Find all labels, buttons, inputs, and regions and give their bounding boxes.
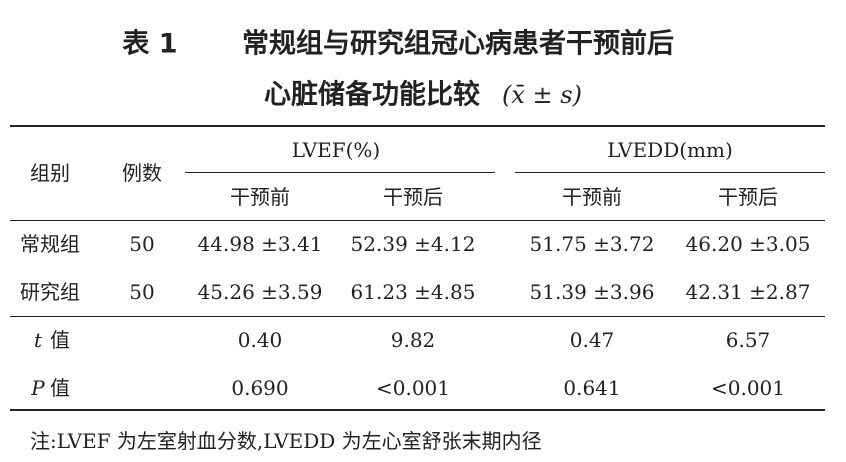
group-rule <box>515 172 825 173</box>
table-cell: 研究组 <box>20 280 80 304</box>
table-cell: <0.001 <box>710 376 786 400</box>
table-label: 表 1 <box>122 28 178 60</box>
header-cell: 干预前 <box>562 185 622 209</box>
table-cell: 50 <box>129 280 155 304</box>
stat-label: 值 <box>50 376 70 400</box>
header-cell: 组别 <box>30 161 70 185</box>
table-cell: 44.98 ±3.41 <box>197 232 323 256</box>
table-cell: 52.39 ±4.12 <box>350 232 476 256</box>
table-cell: 51.75 ±3.72 <box>529 232 655 256</box>
table-cell: 0.40 <box>237 328 283 352</box>
table-cell: 51.39 ±3.96 <box>529 280 655 304</box>
table-cell: 50 <box>129 232 155 256</box>
table-cell: 常规组 <box>20 232 80 256</box>
header-cell: 干预后 <box>718 185 778 209</box>
table-cell: 45.26 ±3.59 <box>197 280 323 304</box>
title-line: 心脏储备功能比较 <box>264 79 480 111</box>
table-cell: 0.47 <box>569 328 615 352</box>
stat-symbol: t <box>33 328 43 352</box>
bottom-rule <box>10 409 825 411</box>
table-cell: 0.690 <box>231 376 289 400</box>
table-cell: 42.31 ±2.87 <box>685 280 811 304</box>
header-cell: 干预前 <box>230 185 290 209</box>
title-line: 常规组与研究组冠心病患者干预前后 <box>242 28 674 60</box>
top-rule <box>10 125 825 127</box>
note: 注:LVEF 为左室射血分数,LVEDD 为左心室舒张末期内径 <box>30 429 542 453</box>
table-cell: 61.23 ±4.85 <box>350 280 476 304</box>
title-stat: (x̄ ± s) <box>502 81 582 109</box>
header-rule <box>10 220 825 221</box>
table-cell: 0.641 <box>563 376 621 400</box>
table-cell: 9.82 <box>390 328 436 352</box>
header-cell: 例数 <box>122 161 162 185</box>
group-rule <box>185 172 495 173</box>
header-cell: LVEDD(mm) <box>607 138 733 162</box>
stat-rule <box>10 316 825 317</box>
header-cell: 干预后 <box>383 185 443 209</box>
table-cell: 6.57 <box>725 328 771 352</box>
stat-symbol: P <box>31 376 45 400</box>
stat-label: 值 <box>50 328 70 352</box>
header-cell: LVEF(%) <box>291 138 381 162</box>
table-cell: 46.20 ±3.05 <box>685 232 811 256</box>
table-cell: <0.001 <box>375 376 451 400</box>
